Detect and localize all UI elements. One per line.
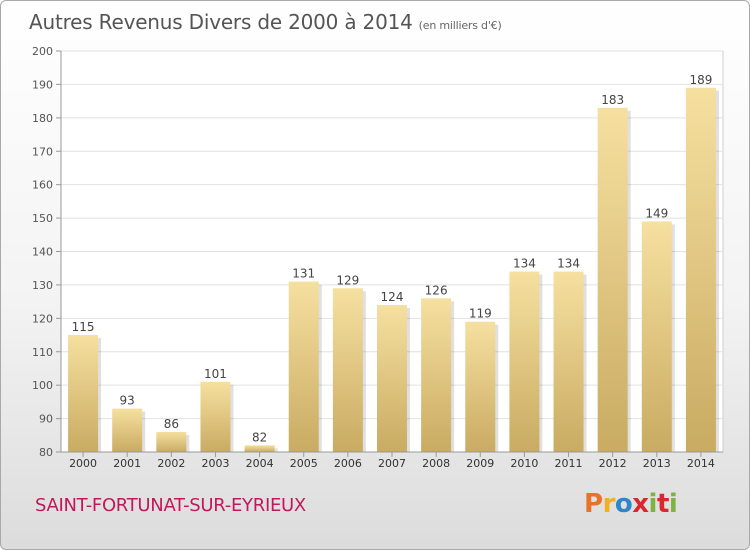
proxiti-logo: Proxiti — [584, 489, 678, 519]
x-tick-label: 2013 — [643, 457, 671, 470]
y-tick-label: 180 — [32, 112, 53, 125]
x-tick-label: 2011 — [555, 457, 583, 470]
x-tick-label: 2007 — [378, 457, 406, 470]
x-tick-label: 2008 — [422, 457, 450, 470]
x-tick-label: 2002 — [157, 457, 185, 470]
y-tick-label: 120 — [32, 312, 53, 325]
x-tick-label: 2001 — [113, 457, 141, 470]
y-tick-label: 140 — [32, 246, 53, 259]
bar-2012 — [597, 107, 628, 452]
x-tick-label: 2004 — [246, 457, 274, 470]
data-label: 131 — [292, 267, 315, 281]
x-tick-label: 2005 — [290, 457, 318, 470]
bar-2013 — [641, 221, 672, 452]
data-label: 86 — [164, 417, 179, 431]
chart-title: Autres Revenus Divers de 2000 à 2014 (en … — [29, 10, 502, 34]
data-label: 126 — [425, 283, 448, 297]
logo-letter: x — [632, 489, 649, 519]
y-tick-label: 90 — [39, 413, 53, 426]
x-tick-label: 2006 — [334, 457, 362, 470]
x-tick-label: 2012 — [599, 457, 627, 470]
y-tick-label: 80 — [39, 446, 53, 459]
x-tick-label: 2010 — [510, 457, 538, 470]
logo-letter: P — [584, 489, 603, 519]
y-tick-label: 200 — [32, 45, 53, 58]
data-label: 134 — [557, 257, 580, 271]
bar-2002 — [156, 431, 187, 452]
chart-subtitle: (en milliers d'€) — [418, 19, 502, 32]
data-label: 183 — [601, 93, 624, 107]
data-label: 124 — [381, 290, 404, 304]
logo-letter: r — [602, 489, 616, 519]
commune-name: SAINT-FORTUNAT-SUR-EYRIEUX — [35, 495, 306, 516]
logo-letter: o — [614, 489, 633, 519]
logo-letter: i — [668, 489, 678, 519]
bar-2009 — [465, 321, 496, 452]
bar-2003 — [200, 381, 231, 452]
data-label: 149 — [645, 206, 668, 220]
y-tick-label: 170 — [32, 145, 53, 158]
bar-2005 — [288, 281, 319, 452]
y-tick-label: 130 — [32, 279, 53, 292]
bar-2006 — [332, 288, 363, 452]
bar-2004 — [244, 445, 275, 452]
y-tick-label: 190 — [32, 78, 53, 91]
y-tick-label: 110 — [32, 346, 53, 359]
bar-2007 — [377, 304, 407, 452]
y-tick-label: 150 — [32, 212, 53, 225]
y-tick-label: 100 — [32, 379, 53, 392]
x-tick-label: 2014 — [687, 457, 715, 470]
data-label: 134 — [513, 257, 536, 271]
data-label: 101 — [204, 367, 227, 381]
data-label: 129 — [336, 273, 359, 287]
bar-2014 — [685, 87, 716, 452]
y-tick-label: 160 — [32, 179, 53, 192]
bar-2011 — [553, 271, 584, 452]
logo-letter: t — [656, 489, 669, 519]
x-tick-label: 2000 — [69, 457, 97, 470]
data-label: 189 — [689, 73, 712, 87]
data-label: 115 — [72, 320, 95, 334]
data-label: 119 — [469, 307, 492, 321]
logo-letter: i — [648, 489, 658, 519]
bar-2001 — [112, 408, 143, 452]
x-tick-label: 2003 — [201, 457, 229, 470]
chart-title-text: Autres Revenus Divers de 2000 à 2014 — [29, 10, 413, 34]
data-label: 93 — [120, 394, 135, 408]
bar-chart: 115 93 86 101 82 131 129 124 126 119 134 134 183 149 1… — [32, 45, 724, 470]
x-tick-label: 2009 — [466, 457, 494, 470]
bar-2008 — [421, 298, 452, 452]
bar-2010 — [509, 271, 540, 452]
data-label: 82 — [252, 430, 267, 444]
bar-2000 — [68, 335, 99, 452]
